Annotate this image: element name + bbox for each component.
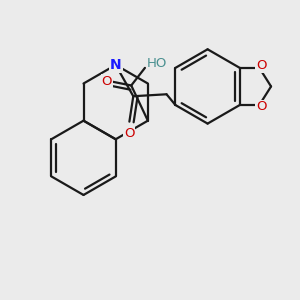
- Text: O: O: [124, 127, 135, 140]
- Text: O: O: [102, 75, 112, 88]
- Text: HO: HO: [147, 58, 167, 70]
- Text: O: O: [256, 59, 266, 72]
- Text: N: N: [110, 58, 122, 72]
- Text: O: O: [256, 100, 266, 113]
